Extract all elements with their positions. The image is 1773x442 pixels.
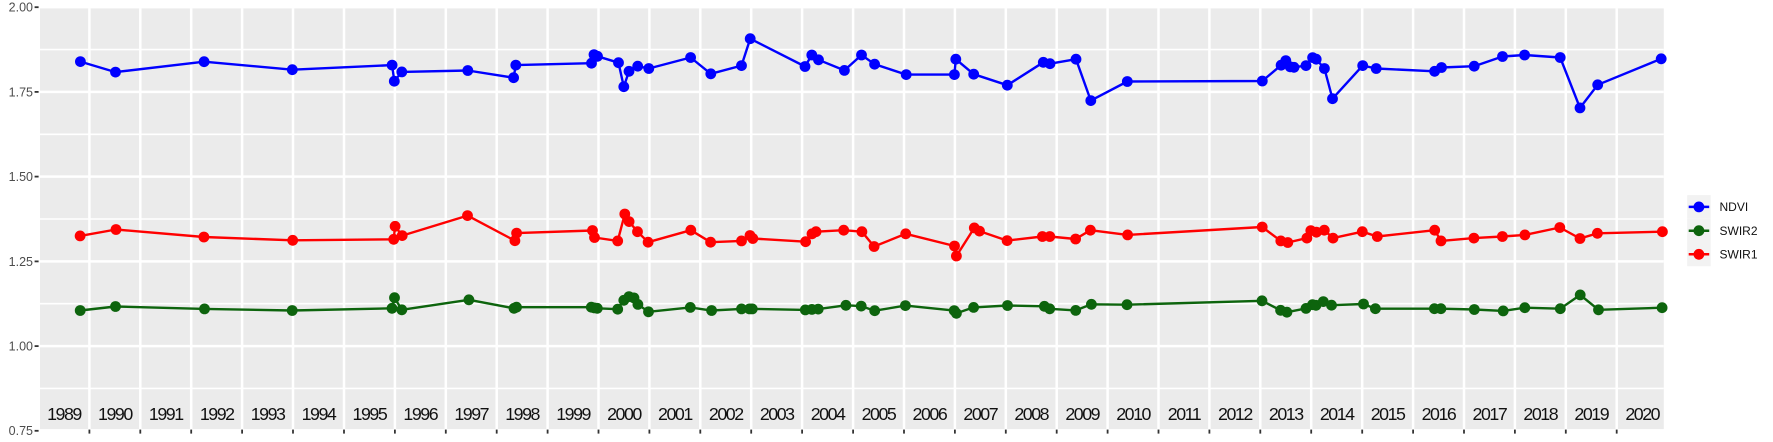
svg-text:2001: 2001: [658, 404, 693, 424]
svg-text:2007: 2007: [963, 404, 997, 424]
svg-text:2009: 2009: [1065, 404, 1100, 424]
svg-text:0.75: 0.75: [9, 424, 33, 438]
svg-text:1.75: 1.75: [9, 85, 33, 99]
svg-text:1.00: 1.00: [9, 340, 33, 354]
svg-text:2020: 2020: [1625, 404, 1660, 424]
svg-text:2004: 2004: [811, 404, 846, 424]
svg-text:2006: 2006: [913, 404, 948, 424]
svg-text:2008: 2008: [1014, 404, 1049, 424]
svg-text:2018: 2018: [1523, 404, 1558, 424]
svg-text:1993: 1993: [251, 404, 286, 424]
svg-text:2015: 2015: [1371, 404, 1406, 424]
svg-text:2014: 2014: [1320, 404, 1355, 424]
svg-text:2012: 2012: [1218, 404, 1252, 424]
svg-text:1994: 1994: [302, 404, 337, 424]
svg-text:1995: 1995: [353, 404, 388, 424]
svg-text:2003: 2003: [760, 404, 795, 424]
svg-text:1996: 1996: [403, 404, 438, 424]
svg-text:1999: 1999: [556, 404, 591, 424]
svg-text:1998: 1998: [505, 404, 540, 424]
svg-text:1.25: 1.25: [9, 255, 33, 269]
svg-text:NDVI: NDVI: [1720, 200, 1749, 214]
svg-text:1989: 1989: [47, 404, 82, 424]
svg-text:SWIR2: SWIR2: [1720, 224, 1758, 238]
svg-text:2010: 2010: [1116, 404, 1151, 424]
svg-text:1992: 1992: [200, 404, 234, 424]
svg-text:2019: 2019: [1574, 404, 1609, 424]
svg-text:2017: 2017: [1473, 404, 1507, 424]
svg-text:2000: 2000: [607, 404, 642, 424]
svg-text:1.50: 1.50: [9, 170, 33, 184]
svg-text:SWIR1: SWIR1: [1720, 248, 1758, 262]
svg-text:1990: 1990: [98, 404, 133, 424]
svg-text:1991: 1991: [149, 404, 184, 424]
svg-text:2016: 2016: [1422, 404, 1457, 424]
svg-text:2011: 2011: [1168, 404, 1202, 424]
svg-text:2002: 2002: [709, 404, 743, 424]
svg-text:1997: 1997: [454, 404, 488, 424]
svg-text:2005: 2005: [862, 404, 897, 424]
svg-text:2.00: 2.00: [9, 1, 33, 15]
svg-text:2013: 2013: [1269, 404, 1304, 424]
